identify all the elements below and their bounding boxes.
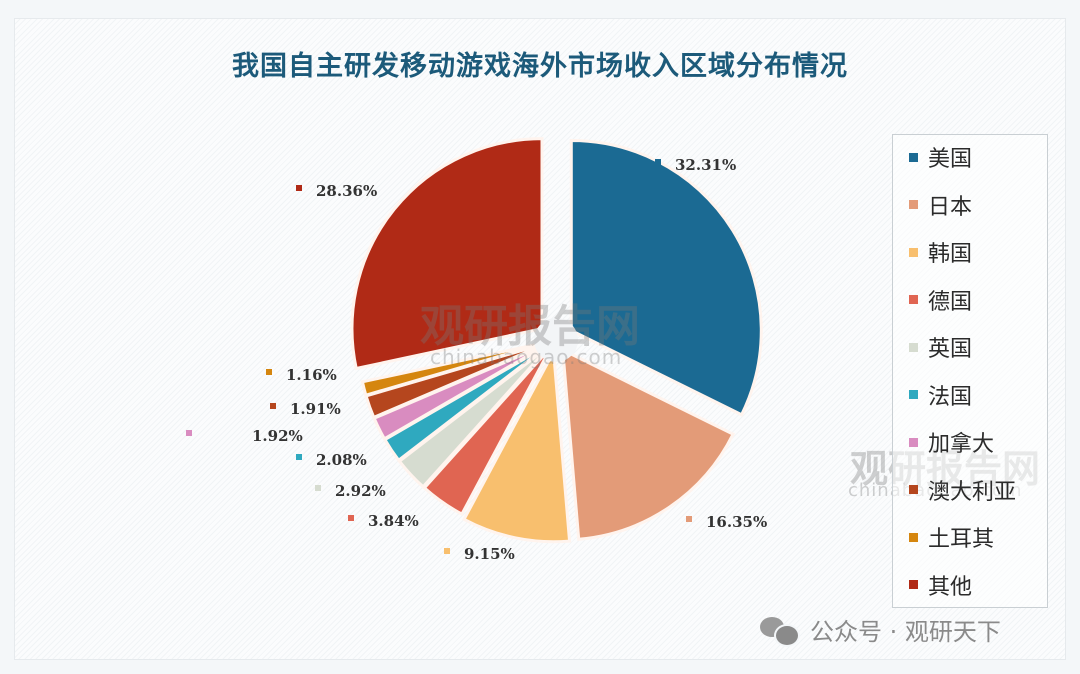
label-swatch-icon [296, 185, 302, 191]
legend-item: 法国 [909, 379, 972, 411]
data-label: 1.92% [186, 427, 303, 445]
label-value: 28.36% [316, 182, 378, 200]
legend-swatch-icon [909, 152, 918, 162]
footer-text: 公众号 · 观研天下 [810, 618, 1001, 646]
label-value: 9.15% [464, 545, 515, 563]
label-value: 32.31% [675, 156, 737, 174]
chart-title: 我国自主研发移动游戏海外市场收入区域分布情况 [232, 51, 848, 82]
legend-item: 韩国 [909, 236, 972, 268]
label-swatch-icon [186, 430, 192, 436]
label-value: 1.92% [252, 427, 303, 445]
legend-item: 美国 [909, 141, 972, 173]
legend-label: 德国 [928, 289, 973, 315]
data-label: 2.92% [315, 482, 386, 500]
legend-label: 英国 [928, 337, 973, 362]
label-swatch-icon [444, 548, 450, 554]
data-label: 3.84% [348, 512, 419, 530]
legend-item: 土耳其 [909, 521, 994, 553]
legend-label: 日本 [928, 194, 973, 220]
data-label: 16.35% [686, 513, 767, 531]
legend-item: 英国 [909, 331, 972, 363]
watermark-center-sub: chinabaogao.com [430, 345, 623, 369]
pie-slice-2 [462, 346, 572, 544]
legend-swatch-icon [909, 532, 918, 542]
data-label: 2.08% [296, 451, 367, 469]
legend-swatch-icon [909, 247, 918, 257]
label-swatch-icon [686, 516, 692, 522]
label-value: 1.16% [286, 366, 337, 384]
label-value: 2.08% [316, 451, 367, 469]
legend-swatch-icon [909, 295, 918, 304]
legend-label: 土耳其 [928, 527, 995, 552]
label-swatch-icon [296, 454, 302, 460]
legend-item: 日本 [909, 189, 972, 221]
data-label: 9.15% [444, 545, 515, 563]
data-label: 1.91% [270, 400, 341, 418]
watermark-center: 观研报告网 [420, 301, 640, 352]
legend-label: 澳大利亚 [928, 479, 1017, 505]
legend-swatch-icon [909, 390, 918, 399]
legend-label: 其他 [928, 574, 973, 600]
legend-label: 韩国 [928, 242, 973, 267]
legend-label: 法国 [928, 384, 973, 410]
pie-center [534, 318, 578, 362]
label-swatch-icon [266, 369, 272, 375]
legend-swatch-icon [909, 580, 918, 589]
wechat-icon [760, 615, 800, 647]
data-label: 32.31% [655, 156, 736, 174]
data-label: 28.36% [296, 182, 377, 200]
legend-swatch-icon [909, 200, 918, 209]
label-swatch-icon [348, 515, 354, 521]
pie-slice-0 [569, 139, 763, 417]
legend-swatch-icon [909, 485, 918, 494]
footer-credit: 公众号 · 观研天下 [760, 612, 1001, 647]
legend-item: 其他 [909, 569, 972, 601]
legend-item: 德国 [909, 284, 972, 316]
label-value: 16.35% [706, 513, 768, 531]
label-value: 2.92% [335, 482, 386, 500]
legend-label: 加拿大 [928, 432, 995, 457]
pie-slice-9 [350, 137, 544, 371]
pie-slice-1 [561, 347, 736, 541]
legend-swatch-icon [909, 342, 918, 352]
legend-swatch-icon [909, 437, 918, 447]
label-value: 1.91% [290, 400, 341, 418]
legend-item: 澳大利亚 [909, 474, 1016, 506]
pie-slice-3 [422, 345, 553, 517]
label-value: 3.84% [368, 512, 419, 530]
label-swatch-icon [270, 403, 276, 409]
data-label: 1.16% [266, 366, 337, 384]
pie-slice-8 [360, 340, 549, 398]
label-swatch-icon [315, 485, 321, 491]
legend-item: 加拿大 [909, 426, 994, 458]
label-swatch-icon [655, 159, 661, 165]
legend-label: 美国 [928, 147, 973, 172]
chart-legend: 美国日本韩国德国英国法国加拿大澳大利亚土耳其其他 [892, 134, 1048, 608]
